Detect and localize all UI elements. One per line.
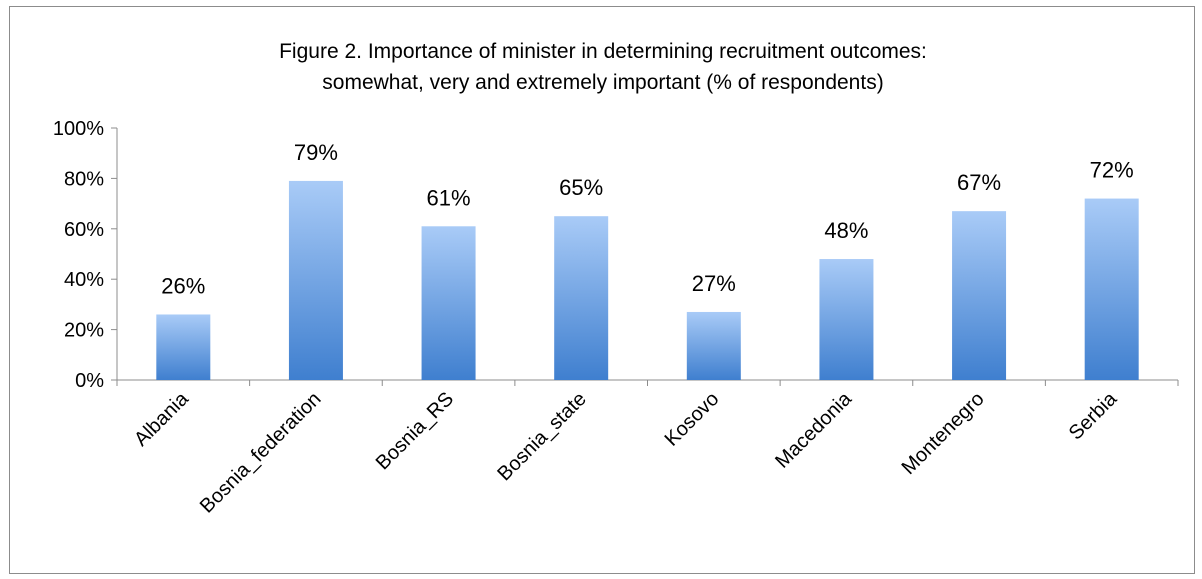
y-tick-label: 100% <box>53 118 104 140</box>
x-category-label: Bosnia_federation <box>196 388 326 518</box>
x-category-label: Montenegro <box>898 388 989 479</box>
bar <box>1084 198 1139 380</box>
axes: 0% 20% 40% 60% 80% 100% Albania Bosnia_federati… <box>53 118 1179 518</box>
data-label: 79% <box>294 140 338 165</box>
bar <box>421 226 476 380</box>
y-tick-label: 20% <box>64 320 104 342</box>
bar <box>819 259 874 380</box>
bar <box>952 211 1007 380</box>
data-label: 61% <box>427 185 471 210</box>
chart-title-line-2: somewhat, very and extremely important (… <box>322 71 883 94</box>
data-label: 48% <box>824 218 868 243</box>
bar <box>686 311 741 380</box>
bar <box>288 180 343 380</box>
y-tick-label: 80% <box>64 168 104 190</box>
data-label: 67% <box>957 170 1001 195</box>
x-category-label: Kosovo <box>661 388 724 451</box>
bar <box>554 216 609 380</box>
y-tick-label: 60% <box>64 219 104 241</box>
chart-title-line-1: Figure 2. Importance of minister in dete… <box>279 40 927 63</box>
y-tick-label: 40% <box>64 269 104 291</box>
x-category-label: Bosnia_state <box>493 388 590 485</box>
chart-frame: Figure 2. Importance of minister in dete… <box>9 6 1195 574</box>
bar-chart: Figure 2. Importance of minister in dete… <box>53 40 1179 518</box>
x-category-label: Albania <box>130 387 193 450</box>
bar <box>156 314 211 380</box>
data-label: 26% <box>161 273 205 298</box>
data-label: 27% <box>692 271 736 296</box>
bars: 26% 79% 61% 65% 27% 48% 67% 72% <box>156 140 1139 380</box>
x-category-label: Serbia <box>1065 387 1122 444</box>
x-category-label: Bosnia_RS <box>372 388 458 474</box>
data-label: 65% <box>559 175 603 200</box>
x-category-label: Macedonia <box>771 387 856 472</box>
data-label: 72% <box>1090 158 1134 183</box>
y-tick-label: 0% <box>75 370 104 392</box>
